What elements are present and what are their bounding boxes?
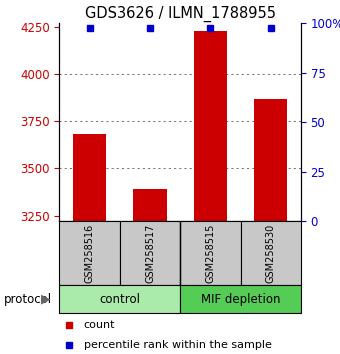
Text: GSM258516: GSM258516 bbox=[85, 223, 95, 283]
Text: GSM258517: GSM258517 bbox=[145, 223, 155, 283]
Text: GSM258515: GSM258515 bbox=[205, 223, 215, 283]
Bar bbox=[133, 189, 167, 221]
Bar bbox=[120, 221, 180, 285]
Text: ▶: ▶ bbox=[41, 293, 51, 306]
Bar bbox=[254, 98, 287, 221]
Text: control: control bbox=[99, 293, 140, 306]
Bar bbox=[180, 285, 301, 313]
Text: protocol: protocol bbox=[3, 293, 52, 306]
Title: GDS3626 / ILMN_1788955: GDS3626 / ILMN_1788955 bbox=[85, 5, 276, 22]
Bar bbox=[194, 30, 227, 221]
Text: count: count bbox=[84, 320, 115, 330]
Text: GSM258530: GSM258530 bbox=[266, 223, 276, 283]
Bar bbox=[180, 221, 240, 285]
Bar bbox=[59, 285, 180, 313]
Bar bbox=[240, 221, 301, 285]
Bar bbox=[73, 135, 106, 221]
Text: percentile rank within the sample: percentile rank within the sample bbox=[84, 340, 272, 350]
Text: MIF depletion: MIF depletion bbox=[201, 293, 280, 306]
Bar bbox=[59, 221, 120, 285]
